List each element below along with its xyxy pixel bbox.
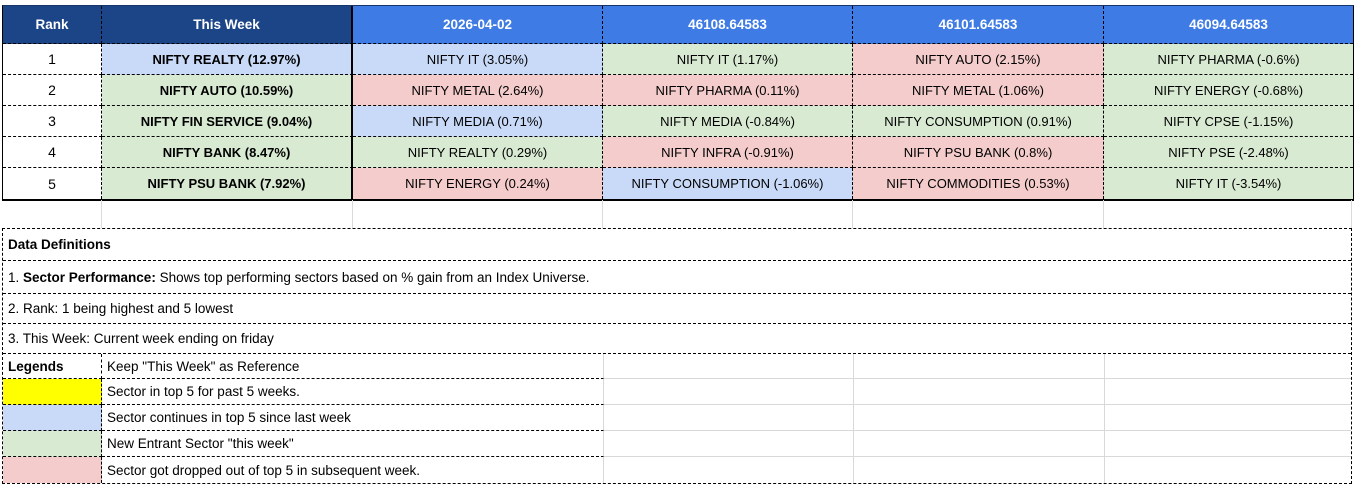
data-definitions-title[interactable]: Data Definitions [3, 229, 1351, 261]
sector-cell[interactable]: NIFTY PHARMA (-0.6%) [1104, 44, 1353, 75]
sector-cell[interactable]: NIFTY AUTO (2.15%) [853, 44, 1104, 75]
table-row-2: 2 NIFTY AUTO (10.59%) NIFTY METAL (2.64%… [3, 75, 1353, 106]
sector-cell[interactable]: NIFTY ENERGY (-0.68%) [1104, 75, 1353, 106]
empty-cell[interactable] [1105, 379, 1351, 405]
header-week-46101[interactable]: 46101.64583 [853, 6, 1104, 44]
definition-1-prefix: 1. [8, 269, 24, 285]
sector-cell[interactable]: NIFTY IT (3.05%) [353, 44, 603, 75]
sector-cell[interactable]: NIFTY AUTO (10.59%) [102, 75, 353, 106]
legend-row-yellow: Sector in top 5 for past 5 weeks. [3, 379, 1351, 405]
legend-text[interactable]: Sector continues in top 5 since last wee… [102, 405, 604, 431]
legend-text[interactable]: Sector got dropped out of top 5 in subse… [102, 457, 604, 483]
rank-cell[interactable]: 4 [3, 137, 102, 168]
empty-cell[interactable] [604, 431, 854, 457]
sector-cell[interactable]: NIFTY ENERGY (0.24%) [353, 168, 603, 199]
legends-header-row: Legends Keep "This Week" as Reference [3, 354, 1351, 379]
empty-cell[interactable] [854, 354, 1105, 379]
legends-label[interactable]: Legends [3, 354, 102, 379]
table-row-5: 5 NIFTY PSU BANK (7.92%) NIFTY ENERGY (0… [3, 168, 1353, 199]
sector-cell[interactable]: NIFTY PHARMA (0.11%) [603, 75, 853, 106]
sector-cell[interactable]: NIFTY METAL (2.64%) [353, 75, 603, 106]
definitions-block: Data Definitions 1. Sector Performance: … [2, 228, 1352, 484]
legend-text[interactable]: New Entrant Sector "this week" [102, 431, 604, 457]
sector-cell[interactable]: NIFTY REALTY (0.29%) [353, 137, 603, 168]
sector-cell[interactable]: NIFTY BANK (8.47%) [102, 137, 353, 168]
sector-cell[interactable]: NIFTY PSE (-2.48%) [1104, 137, 1353, 168]
rank-cell[interactable]: 5 [3, 168, 102, 199]
definition-1-text: Shows top performing sectors based on % … [155, 269, 590, 285]
sector-performance-table: Rank This Week 2026-04-02 46108.64583 46… [2, 5, 1354, 201]
definition-rank[interactable]: 2. Rank: 1 being highest and 5 lowest [3, 294, 1351, 324]
empty-cell[interactable] [854, 379, 1105, 405]
legends-reference-note[interactable]: Keep "This Week" as Reference [102, 354, 604, 379]
empty-cell[interactable] [604, 354, 854, 379]
blank-grid-rows [2, 200, 1352, 228]
legend-swatch-green[interactable] [3, 431, 102, 457]
legend-swatch-yellow[interactable] [3, 379, 102, 405]
sector-cell[interactable]: NIFTY INFRA (-0.91%) [603, 137, 853, 168]
header-row: Rank This Week 2026-04-02 46108.64583 46… [3, 6, 1353, 44]
table-row-3: 3 NIFTY FIN SERVICE (9.04%) NIFTY MEDIA … [3, 106, 1353, 137]
sector-cell[interactable]: NIFTY CONSUMPTION (0.91%) [853, 106, 1104, 137]
legend-text[interactable]: Sector in top 5 for past 5 weeks. [102, 379, 604, 405]
definition-this-week[interactable]: 3. This Week: Current week ending on fri… [3, 324, 1351, 354]
header-week-46108[interactable]: 46108.64583 [603, 6, 853, 44]
rank-cell[interactable]: 1 [3, 44, 102, 75]
sector-cell[interactable]: NIFTY CPSE (-1.15%) [1104, 106, 1353, 137]
header-week-2026-04-02[interactable]: 2026-04-02 [353, 6, 603, 44]
sector-cell[interactable]: NIFTY MEDIA (0.71%) [353, 106, 603, 137]
header-week-46094[interactable]: 46094.64583 [1104, 6, 1353, 44]
empty-cell[interactable] [854, 457, 1105, 483]
empty-cell[interactable] [1105, 431, 1351, 457]
sector-cell[interactable]: NIFTY PSU BANK (7.92%) [102, 168, 353, 199]
sector-cell[interactable]: NIFTY PSU BANK (0.8%) [853, 137, 1104, 168]
definition-sector-performance[interactable]: 1. Sector Performance: Shows top perform… [3, 261, 1351, 294]
legend-row-green: New Entrant Sector "this week" [3, 431, 1351, 457]
empty-cell[interactable] [604, 457, 854, 483]
empty-cell[interactable] [854, 405, 1105, 431]
sector-cell[interactable]: NIFTY CONSUMPTION (-1.06%) [603, 168, 853, 199]
empty-cell[interactable] [1105, 354, 1351, 379]
sector-cell[interactable]: NIFTY METAL (1.06%) [853, 75, 1104, 106]
definition-1-term: Sector Performance: [23, 269, 156, 285]
legend-row-blue: Sector continues in top 5 since last wee… [3, 405, 1351, 431]
sector-cell[interactable]: NIFTY MEDIA (-0.84%) [603, 106, 853, 137]
rank-cell[interactable]: 2 [3, 75, 102, 106]
empty-cell[interactable] [1105, 457, 1351, 483]
empty-cell[interactable] [854, 431, 1105, 457]
empty-cell[interactable] [604, 379, 854, 405]
table-row-1: 1 NIFTY REALTY (12.97%) NIFTY IT (3.05%)… [3, 44, 1353, 75]
sector-cell[interactable]: NIFTY IT (1.17%) [603, 44, 853, 75]
legend-swatch-blue[interactable] [3, 405, 102, 431]
header-rank[interactable]: Rank [3, 6, 102, 44]
table-row-4: 4 NIFTY BANK (8.47%) NIFTY REALTY (0.29%… [3, 137, 1353, 168]
header-this-week[interactable]: This Week [102, 6, 353, 44]
rank-cell[interactable]: 3 [3, 106, 102, 137]
sector-cell[interactable]: NIFTY FIN SERVICE (9.04%) [102, 106, 353, 137]
sector-cell[interactable]: NIFTY REALTY (12.97%) [102, 44, 353, 75]
empty-cell[interactable] [1105, 405, 1351, 431]
empty-cell[interactable] [604, 405, 854, 431]
sector-cell[interactable]: NIFTY IT (-3.54%) [1104, 168, 1353, 199]
legend-swatch-red[interactable] [3, 457, 102, 483]
legend-row-red: Sector got dropped out of top 5 in subse… [3, 457, 1351, 483]
sector-cell[interactable]: NIFTY COMMODITIES (0.53%) [853, 168, 1104, 199]
